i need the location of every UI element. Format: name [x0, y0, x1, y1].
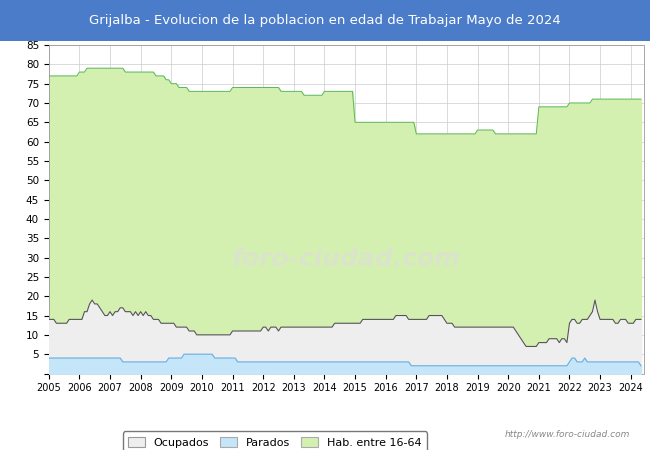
- Text: http://www.foro-ciudad.com: http://www.foro-ciudad.com: [505, 430, 630, 439]
- Legend: Ocupados, Parados, Hab. entre 16-64: Ocupados, Parados, Hab. entre 16-64: [123, 432, 427, 450]
- Text: foro-ciudad.com: foro-ciudad.com: [231, 247, 461, 270]
- Text: Grijalba - Evolucion de la poblacion en edad de Trabajar Mayo de 2024: Grijalba - Evolucion de la poblacion en …: [89, 14, 561, 27]
